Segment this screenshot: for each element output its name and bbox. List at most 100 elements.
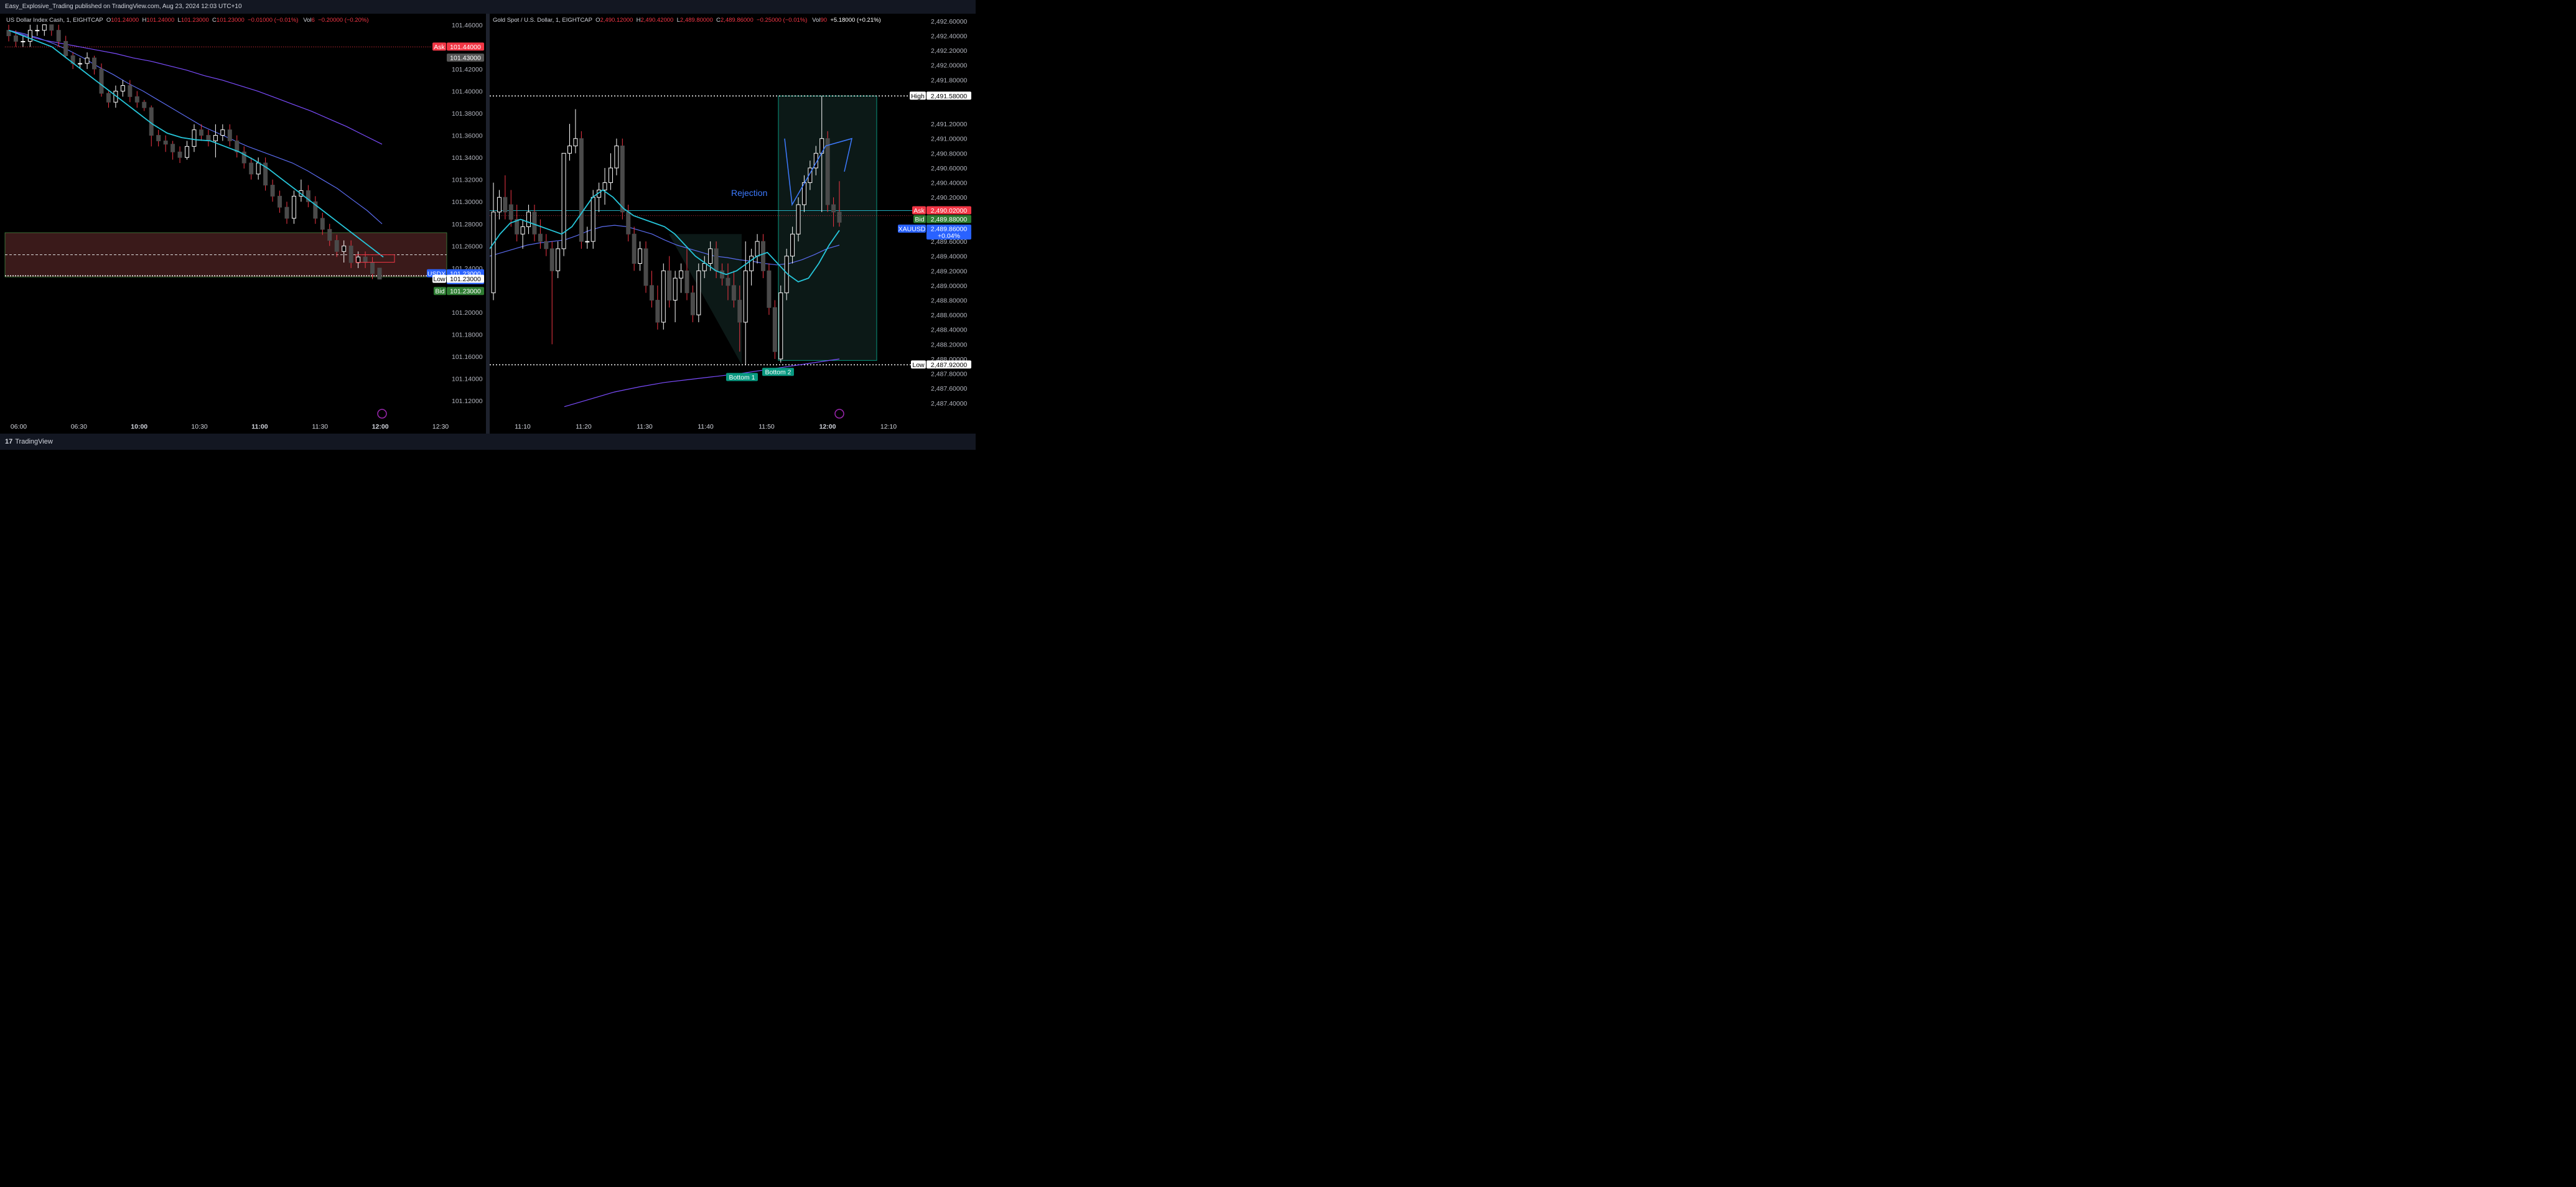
right-price-tick: 2,490.80000: [931, 150, 968, 157]
ask-tag-label-bg: [912, 206, 926, 215]
right-candle: [556, 248, 561, 271]
bid-tag-label-text: Bid: [915, 216, 924, 223]
left-candle: [320, 218, 325, 230]
usdx-legend: US Dollar Index Cash, 1, EIGHTCAP O101.2…: [6, 17, 369, 24]
left-candle: [256, 162, 261, 175]
usdx-l-label: L: [177, 17, 181, 24]
xauusd-volume-change: +5.18000 (+0.21%): [830, 17, 881, 24]
left-candle: [13, 35, 18, 42]
ask-tag-value-bg: [926, 206, 971, 215]
tradingview-logo-icon[interactable]: 17: [5, 438, 13, 445]
right-candle: [667, 270, 672, 301]
xauusd-h-label: H: [636, 17, 641, 24]
publish-header: Easy_Explosive_Trading published on Trad…: [0, 0, 976, 14]
left-candle: [85, 57, 90, 64]
xauusd-l-label: L: [676, 17, 680, 24]
low-tag-label-bg: [432, 274, 446, 283]
xauusd-chart-svg[interactable]: 2,492.60000 2,492.40000 2,492.20000 2,492.0…: [490, 14, 976, 434]
right-candle: [661, 270, 666, 323]
left-candle: [291, 195, 296, 219]
right-price-tick: 2,487.80000: [931, 371, 968, 378]
right-price-tick: 2,492.40000: [931, 32, 968, 40]
chart-pane-xauusd[interactable]: 2,492.60000 2,492.40000 2,492.20000 2,492.0…: [490, 14, 976, 434]
xauusd-price-tag: 2,489.86000: [926, 224, 971, 233]
left-candle: [284, 207, 289, 219]
right-price-tick: 2,490.60000: [931, 165, 968, 172]
right-candle: [579, 138, 584, 242]
left-candle: [313, 201, 318, 219]
left-candle: [220, 129, 225, 136]
xauusd-c-label: C: [716, 17, 721, 24]
right-candle: [515, 219, 520, 235]
right-candle: [767, 270, 772, 308]
right-candle: [825, 138, 830, 205]
xauusd-change-tag-bg: [926, 231, 971, 240]
left-candle: [27, 30, 32, 42]
usdx-open: 101.24000: [111, 17, 139, 24]
left-candle: [120, 85, 125, 91]
bid-tag-value-text: 101.23000: [450, 288, 481, 296]
left-price-tick: 101.32000: [452, 177, 483, 184]
left-candle: [92, 57, 97, 70]
bid-tag-label-bg: [913, 215, 926, 223]
xauusd-symbol[interactable]: Gold Spot / U.S. Dollar, 1, EIGHTCAP: [493, 17, 592, 24]
left-candle: [142, 101, 147, 108]
low-tag-label: Low: [911, 360, 926, 369]
ema-long-line: [564, 358, 840, 407]
right-candle: [720, 270, 725, 279]
chart-pane-usdx[interactable]: 101.46000 101.44000 101.43000 101.42000 101.…: [0, 14, 486, 434]
bid-tag-label: Bid: [434, 287, 446, 296]
high-tag-value-bg: [926, 91, 971, 100]
left-price-tick: 101.38000: [452, 110, 483, 118]
usdx-symbol[interactable]: US Dollar Index Cash, 1, EIGHTCAP: [6, 17, 103, 24]
low-tag-value-bg: [926, 360, 971, 369]
high-tag-label-text: High: [911, 93, 925, 100]
right-candle: [790, 233, 795, 257]
left-price-tick: 101.26000: [452, 243, 483, 250]
left-candle: [235, 140, 240, 152]
low-tag-value: 101.23000: [447, 274, 484, 283]
bottom-1-label: Bottom 1: [726, 373, 758, 381]
high-tag-value-text: 2,491.58000: [931, 93, 968, 100]
left-price-tick: 101.20000: [452, 309, 483, 317]
left-price-tick: 101.40000: [452, 88, 483, 95]
right-candle: [538, 233, 543, 242]
right-candle: [655, 300, 660, 323]
left-price-tick: 101.14000: [452, 376, 483, 383]
pane-divider[interactable]: [486, 14, 490, 434]
right-candle: [626, 212, 631, 235]
right-candle: [567, 146, 572, 154]
right-price-tick: 2,489.00000: [931, 282, 968, 290]
right-time-tick: 12:00: [819, 423, 836, 431]
right-price-tick: 2,488.40000: [931, 327, 968, 334]
bid-tag-value-text: 2,489.88000: [931, 216, 968, 223]
bottom-1-label-text: Bottom 1: [729, 374, 755, 381]
right-time-tick: 11:50: [758, 423, 775, 431]
usdx-change: −0.01000 (−0.01%): [248, 17, 299, 24]
right-candle: [632, 233, 637, 264]
left-price-tick: 101.28000: [452, 221, 483, 228]
xauusd-price-tag-bg: [926, 224, 971, 233]
right-candle: [708, 248, 713, 264]
measure-triangle: [669, 234, 742, 365]
left-candle: [249, 162, 254, 175]
tradingview-brand[interactable]: TradingView: [15, 438, 53, 445]
right-candle: [491, 212, 496, 294]
usdx-chart-svg[interactable]: 101.46000 101.44000 101.43000 101.42000 101.…: [0, 14, 486, 434]
right-candle: [684, 270, 689, 294]
right-price-tick: 2,492.00000: [931, 62, 968, 70]
right-candle: [772, 307, 777, 352]
right-candle: [743, 270, 748, 323]
high-tag-value: 2,491.58000: [926, 91, 971, 100]
left-candle: [6, 30, 11, 37]
ema-fast-line: [8, 29, 384, 258]
last-price-tag: 101.43000: [447, 54, 484, 62]
right-candle: [520, 226, 525, 235]
right-candle: [573, 138, 578, 147]
right-candle: [696, 270, 701, 315]
left-time-tick: 10:00: [131, 423, 147, 431]
right-candle: [561, 152, 566, 249]
ema-slow-line: [8, 30, 383, 225]
left-candle: [342, 245, 347, 252]
right-time-tick: 11:40: [698, 423, 714, 431]
